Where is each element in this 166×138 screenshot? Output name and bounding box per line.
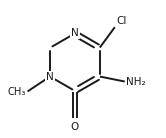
Text: CH₃: CH₃ (7, 87, 26, 97)
Text: O: O (71, 122, 79, 132)
Text: N: N (46, 71, 54, 82)
Text: N: N (71, 28, 79, 39)
Text: NH₂: NH₂ (126, 77, 146, 87)
Text: Cl: Cl (116, 16, 127, 26)
